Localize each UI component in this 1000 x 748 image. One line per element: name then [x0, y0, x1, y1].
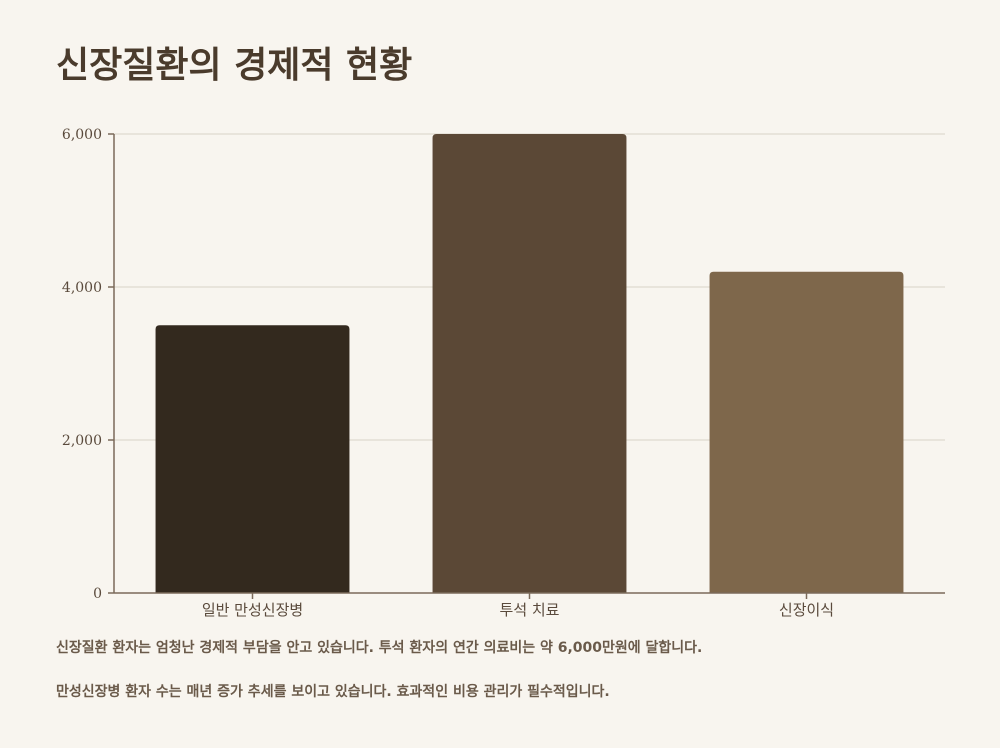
bar-3 [709, 271, 904, 593]
x-tick-label: 투석 치료 [500, 601, 560, 619]
x-tick-label: 일반 만성신장병 [202, 601, 303, 619]
tick-labels: 0 2,000 4,000 6,000 일반 만성신장병 투석 치료 신장이식 [62, 127, 834, 619]
chart-title: 신장질환의 경제적 현황 [56, 45, 413, 86]
axes [108, 133, 945, 599]
note-line: 만성신장병 환자 수는 매년 증가 추세를 보이고 있습니다. 효과적인 비용 … [56, 684, 610, 700]
bars [155, 134, 904, 593]
bar-2 [432, 134, 627, 593]
y-tick-label: 4,000 [62, 280, 102, 296]
y-tick-label: 6,000 [62, 127, 102, 143]
y-tick-label: 0 [93, 586, 102, 602]
bar-chart: 0 2,000 4,000 6,000 일반 만성신장병 투석 치료 신장이식 [62, 127, 945, 619]
y-tick-label: 2,000 [62, 433, 102, 449]
notes-list: 신장질환 환자는 엄청난 경제적 부담을 안고 있습니다. 투석 환자의 연간 … [56, 636, 702, 724]
x-tick-label: 신장이식 [779, 601, 834, 619]
note-line: 신장질환 환자는 엄청난 경제적 부담을 안고 있습니다. 투석 환자의 연간 … [56, 640, 703, 656]
bar-1 [155, 325, 350, 593]
